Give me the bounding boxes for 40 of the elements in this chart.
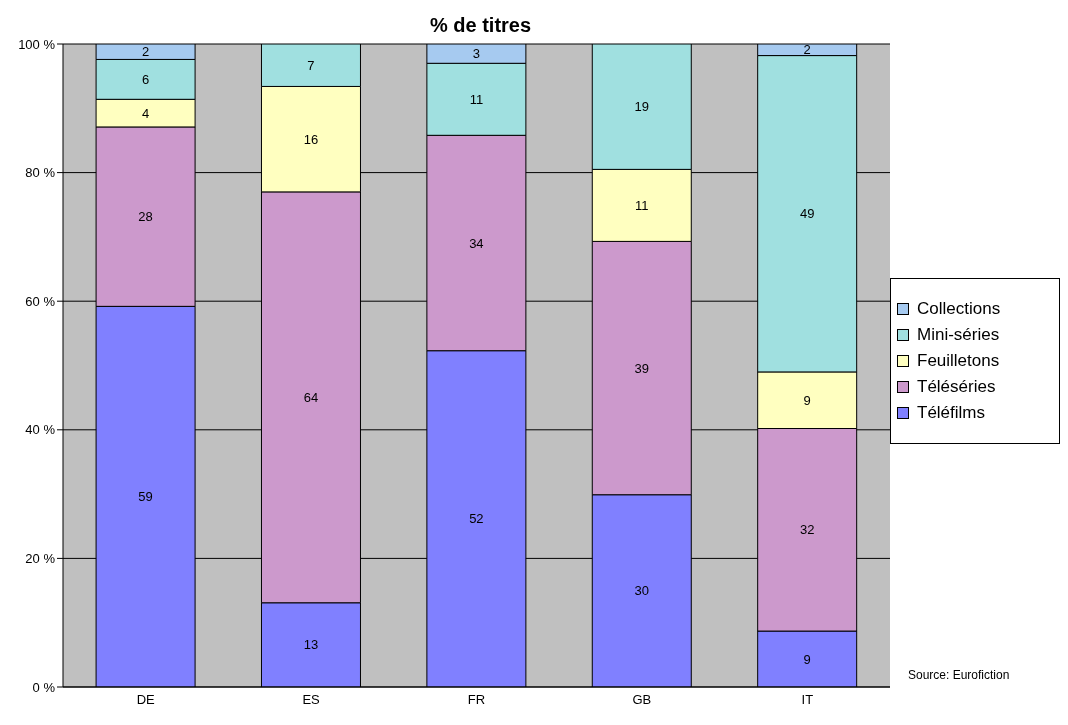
data-label: 28 bbox=[138, 209, 153, 225]
data-label: 13 bbox=[303, 637, 319, 653]
data-label: 2 bbox=[803, 42, 811, 58]
data-label: 32 bbox=[799, 522, 815, 538]
data-label: 6 bbox=[141, 71, 150, 87]
data-label: 34 bbox=[469, 235, 484, 251]
data-label: 16 bbox=[303, 131, 319, 147]
source-note: Source: Eurofiction bbox=[908, 668, 1010, 682]
data-label: 9 bbox=[803, 392, 811, 408]
data-label: 2 bbox=[141, 44, 150, 60]
legend-label: Téléfilms bbox=[917, 403, 986, 423]
data-label: 30 bbox=[634, 583, 650, 599]
data-label: 9 bbox=[803, 651, 811, 667]
data-label: 52 bbox=[469, 511, 484, 527]
legend-label: Téléséries bbox=[917, 377, 996, 397]
x-tick-label: ES bbox=[302, 692, 321, 708]
data-label: 3 bbox=[472, 46, 480, 62]
data-label: 49 bbox=[799, 206, 815, 222]
y-tick-label: 40 % bbox=[25, 422, 56, 438]
legend-label: Collections bbox=[917, 299, 1001, 319]
x-tick-label: GB bbox=[632, 692, 652, 708]
data-label: 59 bbox=[138, 489, 153, 505]
legend-label: Mini-séries bbox=[917, 325, 1000, 345]
x-tick-label: FR bbox=[467, 692, 486, 708]
y-tick-label: 60 % bbox=[25, 293, 56, 309]
y-tick-label: 20 % bbox=[25, 551, 56, 567]
data-label: 19 bbox=[634, 99, 650, 115]
data-label: 39 bbox=[634, 360, 650, 376]
data-label: 64 bbox=[303, 389, 319, 405]
y-tick-label: 80 % bbox=[25, 165, 56, 181]
data-label: 11 bbox=[635, 198, 649, 214]
legend-label: Feuilletons bbox=[917, 351, 1000, 371]
x-tick-label: DE bbox=[136, 692, 156, 708]
chart-title: % de titres bbox=[428, 14, 533, 37]
y-tick-label: 0 % bbox=[32, 679, 56, 695]
data-label: 11 bbox=[469, 91, 484, 107]
data-label: 4 bbox=[141, 105, 150, 121]
data-label: 7 bbox=[307, 57, 315, 73]
x-tick-label: IT bbox=[801, 692, 814, 708]
y-tick-label: 100 % bbox=[18, 36, 56, 52]
